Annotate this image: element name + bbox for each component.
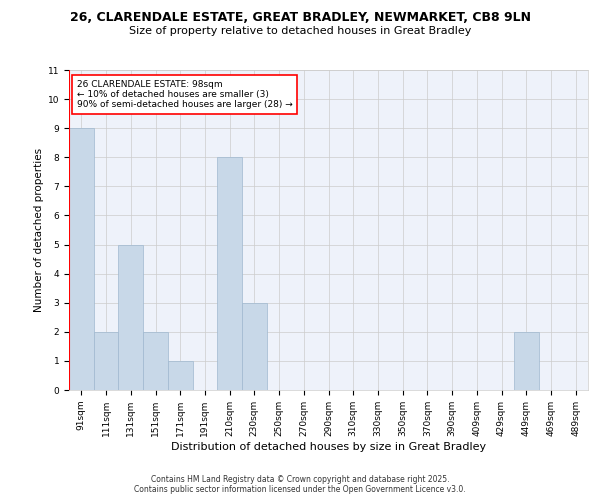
- Y-axis label: Number of detached properties: Number of detached properties: [34, 148, 44, 312]
- Bar: [242, 302, 267, 390]
- Bar: [217, 158, 242, 390]
- Bar: [143, 332, 168, 390]
- Text: 26, CLARENDALE ESTATE, GREAT BRADLEY, NEWMARKET, CB8 9LN: 26, CLARENDALE ESTATE, GREAT BRADLEY, NE…: [70, 11, 530, 24]
- Bar: [168, 361, 193, 390]
- X-axis label: Distribution of detached houses by size in Great Bradley: Distribution of detached houses by size …: [171, 442, 486, 452]
- Bar: [514, 332, 539, 390]
- Bar: [94, 332, 118, 390]
- Text: Contains HM Land Registry data © Crown copyright and database right 2025.
Contai: Contains HM Land Registry data © Crown c…: [134, 474, 466, 494]
- Bar: [69, 128, 94, 390]
- Text: Size of property relative to detached houses in Great Bradley: Size of property relative to detached ho…: [129, 26, 471, 36]
- Bar: [118, 244, 143, 390]
- Text: 26 CLARENDALE ESTATE: 98sqm
← 10% of detached houses are smaller (3)
90% of semi: 26 CLARENDALE ESTATE: 98sqm ← 10% of det…: [77, 80, 293, 110]
